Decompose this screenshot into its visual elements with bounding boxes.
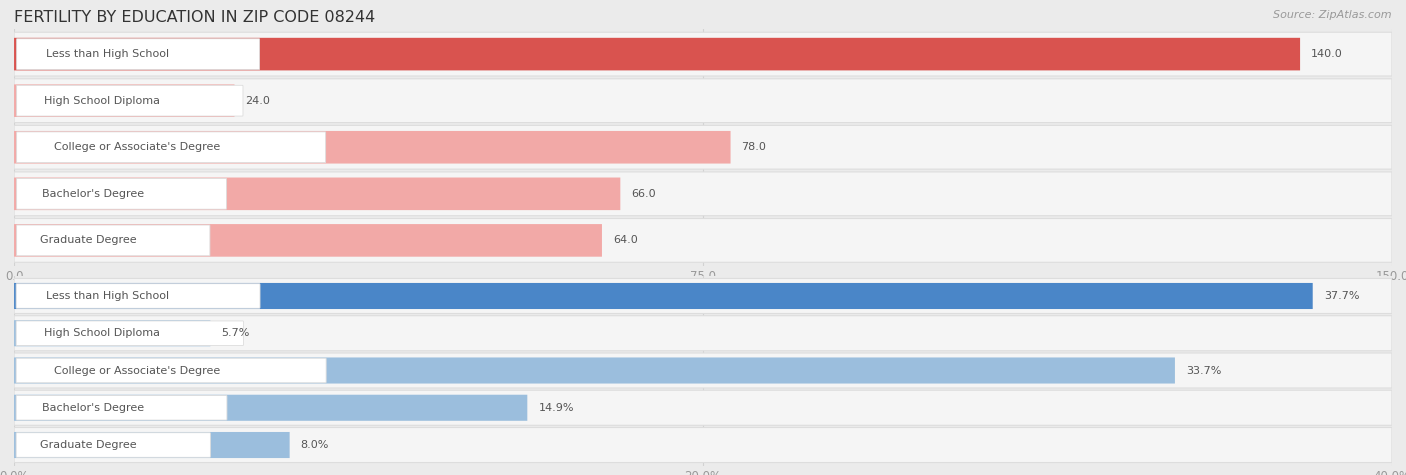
FancyBboxPatch shape [17,86,243,116]
FancyBboxPatch shape [14,131,731,163]
Text: 37.7%: 37.7% [1323,291,1360,301]
FancyBboxPatch shape [14,390,1392,425]
FancyBboxPatch shape [14,395,527,421]
Text: 64.0: 64.0 [613,236,638,246]
Text: College or Associate's Degree: College or Associate's Degree [53,142,221,152]
FancyBboxPatch shape [14,172,1392,216]
Text: Source: ZipAtlas.com: Source: ZipAtlas.com [1274,10,1392,19]
Text: College or Associate's Degree: College or Associate's Degree [53,365,221,376]
FancyBboxPatch shape [14,283,1313,309]
Text: 33.7%: 33.7% [1185,365,1222,376]
FancyBboxPatch shape [14,428,1392,463]
Text: Bachelor's Degree: Bachelor's Degree [42,403,143,413]
Text: Graduate Degree: Graduate Degree [39,440,136,450]
Text: 24.0: 24.0 [246,95,270,105]
FancyBboxPatch shape [15,433,211,457]
Text: Graduate Degree: Graduate Degree [39,236,136,246]
FancyBboxPatch shape [17,132,326,162]
FancyBboxPatch shape [17,225,209,256]
Text: 5.7%: 5.7% [221,328,250,338]
Text: High School Diploma: High School Diploma [44,95,160,105]
FancyBboxPatch shape [15,284,260,308]
FancyBboxPatch shape [14,38,1301,70]
FancyBboxPatch shape [14,278,1392,314]
Text: Less than High School: Less than High School [46,291,169,301]
Text: 14.9%: 14.9% [538,403,574,413]
FancyBboxPatch shape [15,358,326,383]
FancyBboxPatch shape [17,179,226,209]
Text: Less than High School: Less than High School [46,49,169,59]
FancyBboxPatch shape [17,39,260,69]
FancyBboxPatch shape [14,316,1392,351]
FancyBboxPatch shape [14,218,1392,262]
FancyBboxPatch shape [14,79,1392,123]
FancyBboxPatch shape [14,353,1392,388]
Text: 66.0: 66.0 [631,189,657,199]
Text: Bachelor's Degree: Bachelor's Degree [42,189,143,199]
FancyBboxPatch shape [14,178,620,210]
Text: 78.0: 78.0 [741,142,766,152]
FancyBboxPatch shape [14,32,1392,76]
Text: 140.0: 140.0 [1312,49,1343,59]
FancyBboxPatch shape [15,396,226,420]
Text: FERTILITY BY EDUCATION IN ZIP CODE 08244: FERTILITY BY EDUCATION IN ZIP CODE 08244 [14,10,375,25]
FancyBboxPatch shape [14,125,1392,169]
FancyBboxPatch shape [14,432,290,458]
FancyBboxPatch shape [14,358,1175,383]
Text: High School Diploma: High School Diploma [44,328,160,338]
FancyBboxPatch shape [14,320,211,346]
FancyBboxPatch shape [15,321,243,345]
FancyBboxPatch shape [14,85,235,117]
FancyBboxPatch shape [14,224,602,256]
Text: 8.0%: 8.0% [301,440,329,450]
